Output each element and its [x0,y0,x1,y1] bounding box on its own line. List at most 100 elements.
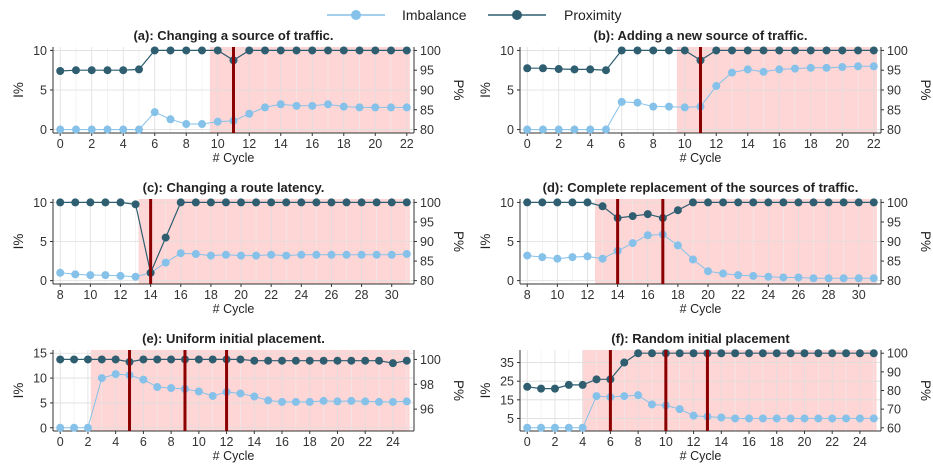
x-tick-label: 22 [400,137,414,151]
x-tick-label: 10 [192,435,206,449]
data-point-imbalance [620,392,629,401]
x-tick-label: 16 [174,288,188,302]
data-point-proximity [305,356,314,365]
x-tick-label: 16 [772,137,786,151]
x-tick-label: 22 [358,435,372,449]
data-point-imbalance [822,63,831,72]
x-tick-label: 12 [242,137,256,151]
y-tick-label: 10 [33,196,47,210]
y2-tick-label: 60 [887,421,901,435]
data-point-imbalance [134,125,143,134]
x-tick-label: 12 [687,435,701,449]
data-point-imbalance [250,392,259,401]
data-point-imbalance [688,255,697,264]
data-point-proximity [83,355,92,364]
data-point-proximity [869,349,878,358]
data-point-imbalance [361,397,370,406]
shaded-region [582,350,877,431]
data-point-imbalance [583,252,592,261]
data-point-imbalance [758,414,767,423]
data-point-proximity [176,198,185,207]
data-point-proximity [153,355,162,364]
data-point-proximity [388,359,397,368]
data-point-proximity [734,198,743,207]
data-point-proximity [101,198,110,207]
data-point-proximity [139,355,148,364]
data-point-proximity [150,46,159,55]
y-axis-label: I% [11,234,26,250]
data-point-proximity [838,46,847,55]
data-point-imbalance [372,250,381,259]
y-axis-label: I% [478,234,493,250]
data-point-imbalance [731,414,740,423]
y-tick-label: 5 [507,412,514,426]
data-point-imbalance [131,272,140,281]
data-point-proximity [592,375,601,384]
data-point-imbalance [387,103,396,112]
x-tick-label: 12 [709,137,723,151]
data-point-proximity [375,356,384,365]
data-point-imbalance [206,251,215,260]
data-point-imbalance [649,102,658,111]
x-tick-label: 0 [524,435,531,449]
x-tick-label: 16 [305,137,319,151]
legend: Imbalance Proximity [327,7,622,23]
data-point-imbalance [182,120,191,129]
data-point-proximity [749,198,758,207]
data-point-proximity [56,355,65,364]
y-tick-label: 10 [33,44,47,58]
data-point-proximity [855,349,864,358]
data-point-proximity [649,46,658,55]
y2-tick-label: 85 [420,103,434,117]
x-tick-label: 24 [386,435,400,449]
chart-panel-3: (c): Changing a route latency. 8 10 12 14 16 1… [11,180,466,316]
data-point-proximity [221,198,230,207]
data-point-proximity [131,200,140,209]
data-point-imbalance [327,250,336,259]
data-point-imbalance [297,250,306,259]
data-point-proximity [568,198,577,207]
data-point-proximity [308,46,317,55]
data-point-imbalance [167,384,176,393]
x-tick-label: 4 [579,435,586,449]
y-tick-label: 0 [507,274,514,288]
data-point-imbalance [523,125,532,134]
y2-tick-label: 90 [420,84,434,98]
x-tick-label: 0 [57,137,64,151]
data-point-imbalance [786,414,795,423]
y2-tick-label: 95 [887,215,901,229]
legend-label-imbalance: Imbalance [402,7,467,23]
y-tick-label: 0 [40,123,47,137]
x-tick-label: 2 [88,137,95,151]
data-point-imbalance [71,125,80,134]
y-axis-label: I% [478,82,493,98]
data-point-imbalance [842,414,851,423]
y2-tick-label: 85 [420,255,434,269]
x-tick-label: 16 [275,435,289,449]
data-point-imbalance [554,125,563,134]
data-point-proximity [342,198,351,207]
x-tick-label: 12 [220,435,234,449]
data-point-proximity [758,349,767,358]
data-point-imbalance [779,273,788,282]
data-point-proximity [523,382,532,391]
data-point-imbalance [70,423,79,432]
x-tick-label: 22 [825,435,839,449]
x-tick-label: 10 [659,435,673,449]
data-point-proximity [717,349,726,358]
data-point-proximity [267,198,276,207]
y-tick-label: 5 [40,396,47,410]
data-point-proximity [842,349,851,358]
data-point-proximity [297,198,306,207]
data-point-imbalance [791,64,800,73]
data-point-proximity [103,66,112,75]
x-tick-label: 14 [247,435,261,449]
data-point-imbalance [689,411,698,420]
data-point-proximity [538,198,547,207]
data-point-proximity [869,198,878,207]
data-point-imbalance [728,68,737,77]
y2-tick-label: 98 [420,378,434,392]
data-point-imbalance [312,250,321,259]
legend-marker-imbalance [351,10,361,20]
x-tick-label: 28 [822,288,836,302]
